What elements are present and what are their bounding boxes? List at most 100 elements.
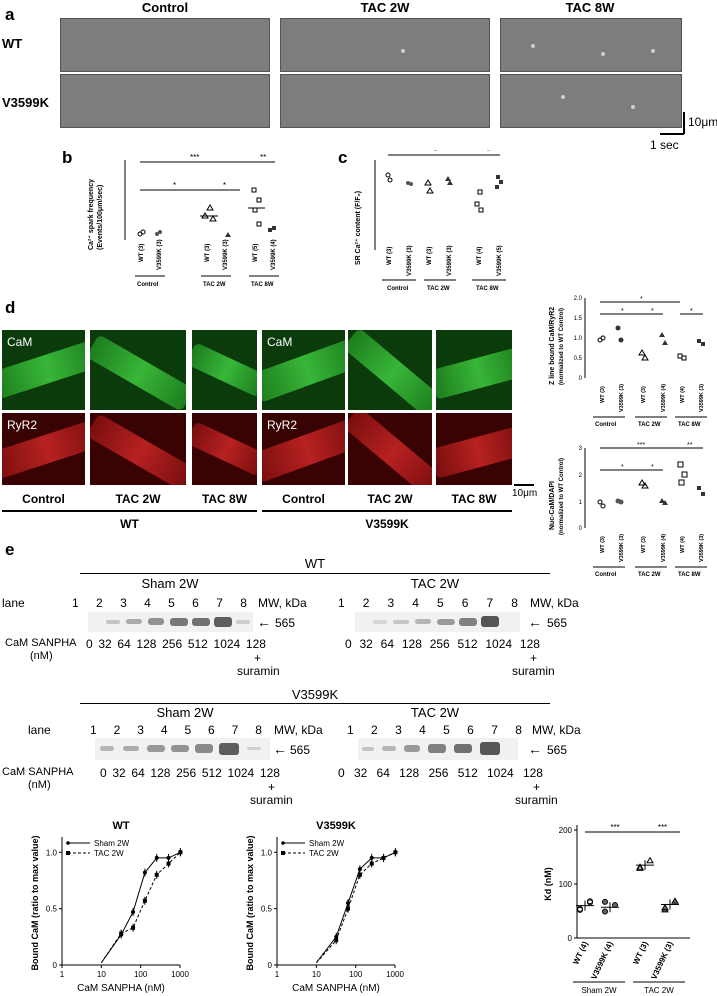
- e-wt-title: WT: [304, 556, 326, 571]
- mut-curve-xlabel: CaM SANPHA (nM): [292, 983, 380, 994]
- d1-sig: *: [640, 296, 643, 303]
- e-wt-tac-blot: [355, 612, 520, 632]
- e-wt-sham-mw: MW, kDa: [258, 596, 307, 610]
- d-chart-nuc: Nuc-CaM/DAPI (normalized to WT Control) …: [549, 442, 705, 562]
- d1-sig: *: [690, 308, 693, 315]
- kd-point: [587, 898, 593, 905]
- d1-ytick: 2.0: [574, 296, 583, 302]
- c-sig-2: *: [487, 150, 490, 156]
- c-cond: TAC 8W: [476, 286, 499, 292]
- b-cond: Control: [137, 282, 159, 288]
- d2-group: V3599K (3): [699, 534, 705, 562]
- d1-point: [600, 335, 606, 341]
- lane-number: 8: [515, 723, 522, 737]
- conc: 256: [176, 766, 197, 780]
- d1-group: WT (4): [680, 386, 686, 403]
- e-wt-sham-title: Sham 2W: [141, 576, 199, 591]
- mut-curve-point: [334, 938, 339, 943]
- kd-point: [636, 863, 644, 870]
- wt-curve-point: [166, 861, 171, 866]
- d2-group: WT (4): [680, 536, 686, 553]
- e-arrow-2: ←: [528, 614, 542, 630]
- d2-ylabel-1: Nuc-CaM/DAPI: [549, 481, 556, 530]
- e-mw-565-4: 565: [547, 743, 568, 757]
- e-mut-tac-conc: 0 32 64 128 256 512 1024 128: [338, 766, 543, 780]
- lane-number: 6: [208, 723, 215, 737]
- d1-point: [697, 339, 701, 343]
- e-mut-tac-blot: [358, 738, 518, 760]
- d1-cond: TAC 8W: [678, 422, 701, 428]
- d2-point: [618, 499, 624, 505]
- kd-category-label: WT (3): [631, 940, 650, 966]
- mut-curve-point: [346, 906, 351, 911]
- d1-point: [659, 332, 665, 337]
- e-mut-sham-lanes: 1 2 3 4 5 6 7 8: [90, 723, 262, 737]
- lane-number: 2: [113, 723, 121, 737]
- conc: 512: [187, 637, 208, 651]
- e-arrow-4: ←: [528, 741, 542, 757]
- mut-curve-point: [381, 855, 386, 860]
- c-point: [424, 179, 432, 186]
- mut-curve-title: V3599K: [316, 820, 356, 832]
- wt-curve-point: [154, 872, 159, 877]
- e-wt-sham-plus: +: [254, 651, 262, 665]
- mut-curve-legend-marker: [281, 841, 285, 845]
- c-cond: TAC 2W: [427, 286, 450, 292]
- e-mut-tac-title: TAC 2W: [410, 705, 460, 720]
- d2-group: WT (3): [600, 536, 606, 553]
- wt-ryr-tac2w: [90, 413, 186, 485]
- c-point: [387, 177, 393, 183]
- scale-label-sec: 1 sec: [650, 138, 679, 152]
- e-mw-565-3: 565: [290, 743, 311, 757]
- e-mw-565-2: 565: [547, 616, 568, 630]
- lane-number: 7: [491, 723, 498, 737]
- b-sig-1: *: [173, 181, 176, 190]
- wt-curve-legend-label: TAC 2W: [94, 849, 124, 858]
- b-point: [206, 204, 214, 211]
- wt-curve-point: [166, 855, 171, 860]
- e-mut-sham-blot: [95, 738, 270, 760]
- d1-group: V3599K (3): [619, 384, 625, 412]
- wt-curve-point: [178, 850, 183, 855]
- e-mut-cam-label-2: (nM): [28, 779, 51, 791]
- mut-curve-point: [393, 850, 398, 855]
- d2-point: [677, 461, 684, 468]
- mut-curve-xtick-label: 1000: [386, 970, 404, 979]
- d2-sig: **: [687, 442, 693, 449]
- linescan-mut-tac2w: [280, 74, 490, 128]
- d1-point: [662, 340, 668, 345]
- c-point: [447, 180, 453, 185]
- b-point: [268, 228, 272, 232]
- d2-ytick: 2: [579, 473, 583, 479]
- e-mut-tac-mw: MW, kDa: [532, 723, 581, 737]
- c-point: [499, 180, 503, 184]
- conc: 1024: [213, 637, 241, 651]
- e-wt-sham-blot: [88, 612, 253, 632]
- wt-curve-point: [154, 855, 159, 860]
- wt-curve-xtick-label: 1000: [171, 970, 189, 979]
- wt-cam-control: CaM: [2, 330, 85, 410]
- d1-group: WT (3): [641, 386, 647, 403]
- kd-point: [602, 908, 608, 915]
- linescan-wt-tac2w: [280, 18, 490, 72]
- lane-number: 3: [137, 723, 144, 737]
- conc: 32: [359, 637, 373, 651]
- c-point: [478, 207, 484, 213]
- d1-point: [615, 325, 621, 331]
- c-ylabel: SR Ca²⁺ content (F/F₀): [354, 191, 362, 265]
- conc: 64: [376, 766, 390, 780]
- d2-point: [662, 500, 668, 505]
- panel-b-letter: b: [62, 148, 73, 167]
- wt-curve-legend-marker: [66, 851, 70, 855]
- col-label-tac8w: TAC 8W: [565, 0, 615, 15]
- b-point: [272, 226, 276, 230]
- panel-e-letter: e: [5, 540, 15, 559]
- d1-cond: Control: [595, 422, 617, 428]
- conc: 512: [201, 766, 222, 780]
- b-group: V3599K (4): [271, 239, 277, 270]
- conc: 0: [338, 766, 345, 780]
- c-cond: Control: [387, 286, 409, 292]
- d1-group: V3599K (4): [661, 384, 667, 412]
- linescan-mut-tac8w: [500, 74, 682, 128]
- b-point: [256, 221, 262, 227]
